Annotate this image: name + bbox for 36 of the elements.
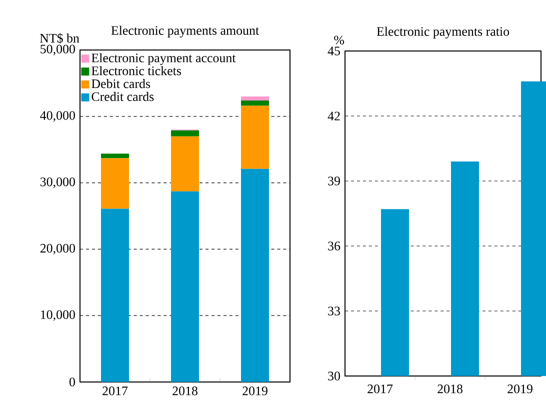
y-tick-label: 0	[70, 378, 75, 386]
chart-title: Electronic payments ratio	[376, 26, 510, 39]
y-tick-label: 20,000	[40, 244, 75, 255]
y-tick-label: 50,000	[40, 44, 75, 56]
y-tick-label: 10,000	[41, 310, 75, 321]
y-tick-label: 30	[328, 372, 340, 380]
y-tick-label: 45	[328, 46, 340, 56]
bar	[171, 136, 199, 192]
x-tick-label: 2017	[102, 386, 128, 396]
y-tick-label: 39	[328, 176, 340, 186]
bar	[241, 168, 269, 382]
y-tick-label: 36	[328, 242, 340, 250]
y-axis-title: %	[334, 36, 344, 44]
legend-label: Debit cards	[92, 79, 150, 88]
y-tick-label: 30,000	[40, 178, 75, 188]
bar	[171, 191, 199, 382]
x-tick-label: 2017	[368, 384, 393, 394]
x-tick-label: 2019	[508, 384, 532, 394]
bar	[101, 154, 129, 158]
bar	[241, 106, 269, 169]
x-tick-label: 2018	[172, 386, 198, 396]
y-axis-title: NT$ bn	[40, 33, 80, 44]
y-tick-label: 33	[328, 306, 340, 316]
legend-label: Electronic tickets	[92, 66, 182, 76]
bar	[101, 158, 129, 209]
bar	[241, 100, 269, 106]
bar	[241, 96, 269, 100]
legend-label: Electronic payment account	[92, 53, 236, 65]
legend-label: Credit cards	[92, 92, 154, 102]
y-tick-label: 42	[328, 112, 340, 120]
x-tick-label: 2019	[242, 386, 268, 396]
chart-title: Electronic payments amount	[111, 26, 260, 38]
x-tick-label: 2018	[438, 384, 462, 394]
bar	[171, 130, 199, 136]
y-tick-label: 40,000	[40, 111, 75, 122]
bar	[101, 208, 129, 382]
